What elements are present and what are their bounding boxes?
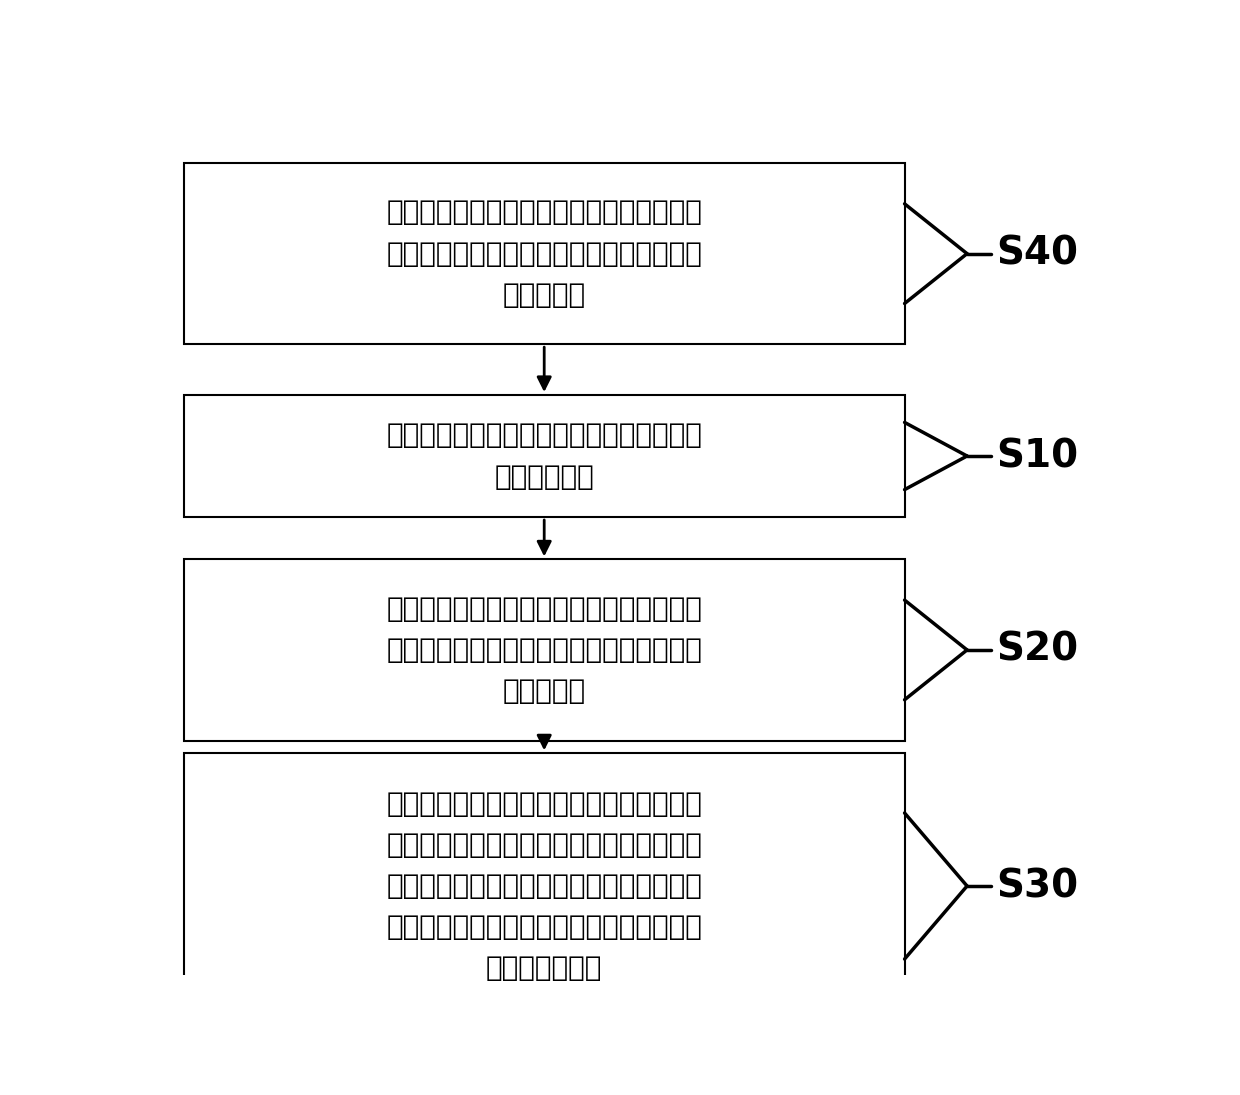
Bar <box>184 753 904 1018</box>
Text: S20: S20 <box>996 631 1078 669</box>
Text: S30: S30 <box>996 867 1078 906</box>
Text: 出入口切换装置根据历史进场车数量和历史
出场车数量，配置停车场在当前时间段的出
口数和入口数，并根据出口数和入口数分别
调节停车场在当前时间段的出口通道和入口
: 出入口切换装置根据历史进场车数量和历史 出场车数量，配置停车场在当前时间段的出 … <box>387 789 702 982</box>
Text: 出入口切换装置根据历史进出车记录确定停
车场在当前时间段的历史进场车数量和历史
出场车数量: 出入口切换装置根据历史进出车记录确定停 车场在当前时间段的历史进场车数量和历史 … <box>387 595 702 705</box>
Bar <box>184 163 904 344</box>
Text: 出入口切换装置查找停车场当前时间段的历
史进出车记录: 出入口切换装置查找停车场当前时间段的历 史进出车记录 <box>387 422 702 491</box>
Text: 出入口切换装置记录停车场各个时间段的进
场车数量和出场车数量，得到停车场的历史
进出车记录: 出入口切换装置记录停车场各个时间段的进 场车数量和出场车数量，得到停车场的历史 … <box>387 198 702 309</box>
Text: S40: S40 <box>996 234 1078 273</box>
Text: S10: S10 <box>996 437 1078 475</box>
Bar <box>184 395 904 517</box>
Bar <box>184 560 904 740</box>
